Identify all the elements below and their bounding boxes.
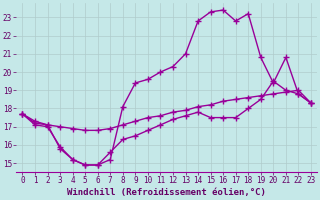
X-axis label: Windchill (Refroidissement éolien,°C): Windchill (Refroidissement éolien,°C) [67,188,266,197]
